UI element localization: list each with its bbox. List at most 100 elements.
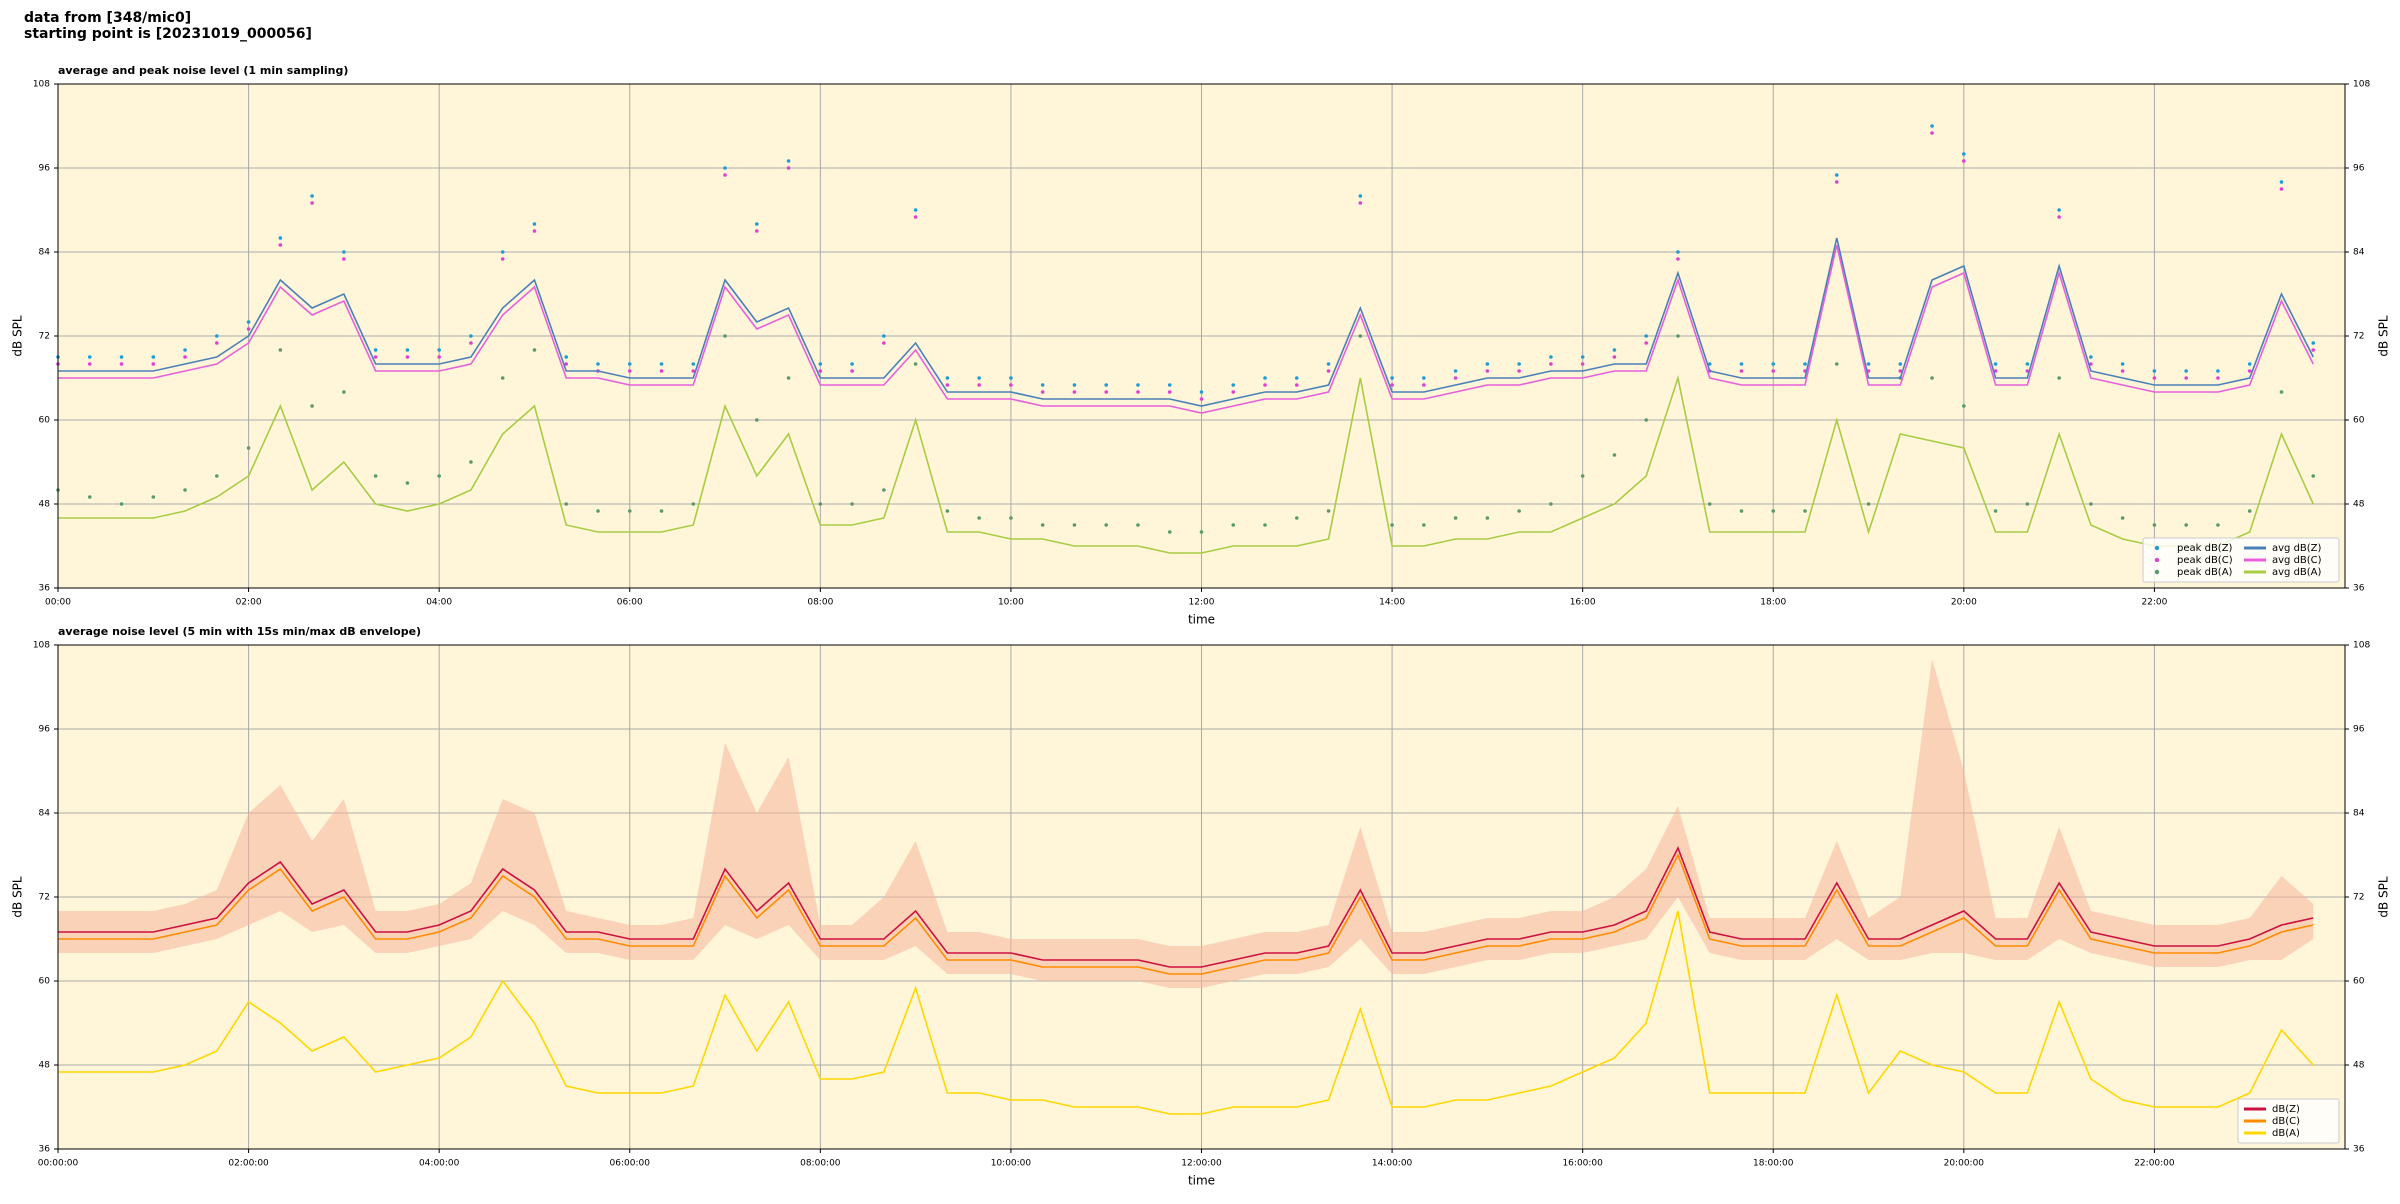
peak-point <box>723 334 727 338</box>
x-tick-label: 14:00 <box>1379 598 1405 608</box>
peak-point <box>977 516 981 520</box>
peak-point <box>1072 383 1077 387</box>
peak-point <box>342 250 346 254</box>
y-tick-label: 36 <box>39 584 51 594</box>
peak-point <box>310 194 314 198</box>
x-axis-label: time <box>1188 1174 1215 1188</box>
y-tick-label: 108 <box>2353 80 2370 90</box>
y-tick-label: 48 <box>2353 1061 2365 1071</box>
peak-point <box>1898 362 1903 366</box>
y-tick-label: 48 <box>2353 500 2365 510</box>
series-line <box>58 374 2314 554</box>
peak-point <box>1040 390 1045 394</box>
peak-point <box>1390 376 1394 380</box>
peak-point <box>1263 383 1267 387</box>
series-line <box>58 846 2314 968</box>
peak-point <box>755 222 759 226</box>
peak-point <box>151 355 156 359</box>
peak-point <box>723 166 727 170</box>
peak-point <box>1580 355 1585 359</box>
peak-point <box>659 362 664 366</box>
peak-point <box>2120 362 2125 366</box>
peak-point <box>119 502 124 506</box>
peak-point <box>151 495 156 499</box>
peak-point <box>1580 474 1585 478</box>
y-tick-label: 72 <box>39 893 50 903</box>
peak-point <box>1930 124 1934 128</box>
peak-point <box>1136 523 1140 527</box>
legend: peak dB(Z)peak dB(C)peak dB(A)avg dB(Z)a… <box>2142 537 2340 583</box>
peak-point <box>1326 369 1331 373</box>
peak-point <box>373 474 378 478</box>
header-line: data from [348/mic0] <box>24 10 191 26</box>
peak-point <box>500 250 505 254</box>
y-tick-label: 96 <box>2353 164 2365 174</box>
peak-point <box>1771 369 1776 373</box>
series-line <box>58 237 2314 407</box>
peak-point <box>119 355 124 359</box>
peak-point <box>405 348 410 352</box>
peak-point <box>1866 362 1871 366</box>
x-tick-label: 16:00:00 <box>1562 1159 1603 1169</box>
peak-point <box>1739 369 1744 373</box>
peak-point <box>786 159 791 163</box>
x-tick-label: 06:00 <box>617 598 643 608</box>
series-line <box>58 853 2314 975</box>
peak-point <box>1199 397 1204 401</box>
peak-point <box>596 362 600 366</box>
peak-point <box>1549 362 1553 366</box>
y-axis-label: dB SPL <box>2377 876 2391 918</box>
peak-point <box>2311 341 2316 345</box>
peak-point <box>469 460 473 464</box>
peak-point <box>627 509 632 513</box>
y-tick-label: 60 <box>2353 977 2365 987</box>
peak-point <box>373 348 378 352</box>
legend-box <box>2142 537 2340 583</box>
y-tick-label: 36 <box>2353 584 2365 594</box>
legend-label: avg dB(C) <box>2272 555 2322 566</box>
peak-point <box>87 362 92 366</box>
peak-point <box>1104 523 1109 527</box>
peak-point <box>1993 509 1998 513</box>
peak-point <box>596 509 600 513</box>
peak-point <box>1834 362 1839 366</box>
peak-point <box>2089 362 2093 366</box>
peak-point <box>1263 523 1267 527</box>
peak-point <box>87 495 92 499</box>
x-tick-label: 12:00:00 <box>1181 1159 1222 1169</box>
peak-point <box>818 369 823 373</box>
y-tick-label: 48 <box>39 1061 51 1071</box>
peak-point <box>119 362 124 366</box>
peak-point <box>2247 362 2252 366</box>
peak-point <box>1771 509 1776 513</box>
peak-point <box>1803 509 1807 513</box>
peak-point <box>310 404 314 408</box>
peak-point <box>469 334 473 338</box>
peak-point <box>945 383 950 387</box>
peak-point <box>2089 502 2093 506</box>
y-tick-label: 84 <box>2353 809 2365 819</box>
legend-marker <box>2154 545 2160 551</box>
y-tick-label: 72 <box>2353 893 2364 903</box>
peak-point <box>1803 362 1807 366</box>
peak-point <box>1993 362 1998 366</box>
x-tick-label: 20:00:00 <box>1944 1159 1985 1169</box>
peak-point <box>1866 502 1871 506</box>
peak-point <box>1612 355 1617 359</box>
peak-point <box>215 341 219 345</box>
y-tick-label: 108 <box>33 80 50 90</box>
peak-point <box>246 320 251 324</box>
peak-point <box>1930 376 1934 380</box>
x-tick-label: 00:00:00 <box>38 1159 79 1169</box>
peak-point <box>659 509 664 513</box>
x-tick-label: 08:00 <box>807 598 833 608</box>
legend-label: dB(Z) <box>2272 1104 2300 1115</box>
x-tick-label: 16:00 <box>1570 598 1596 608</box>
legend: dB(Z)dB(C)dB(A) <box>2237 1098 2340 1144</box>
x-tick-label: 10:00:00 <box>991 1159 1032 1169</box>
peak-point <box>2216 523 2220 527</box>
peak-point <box>2120 516 2125 520</box>
peak-point <box>1167 530 1172 534</box>
peak-point <box>151 362 156 366</box>
